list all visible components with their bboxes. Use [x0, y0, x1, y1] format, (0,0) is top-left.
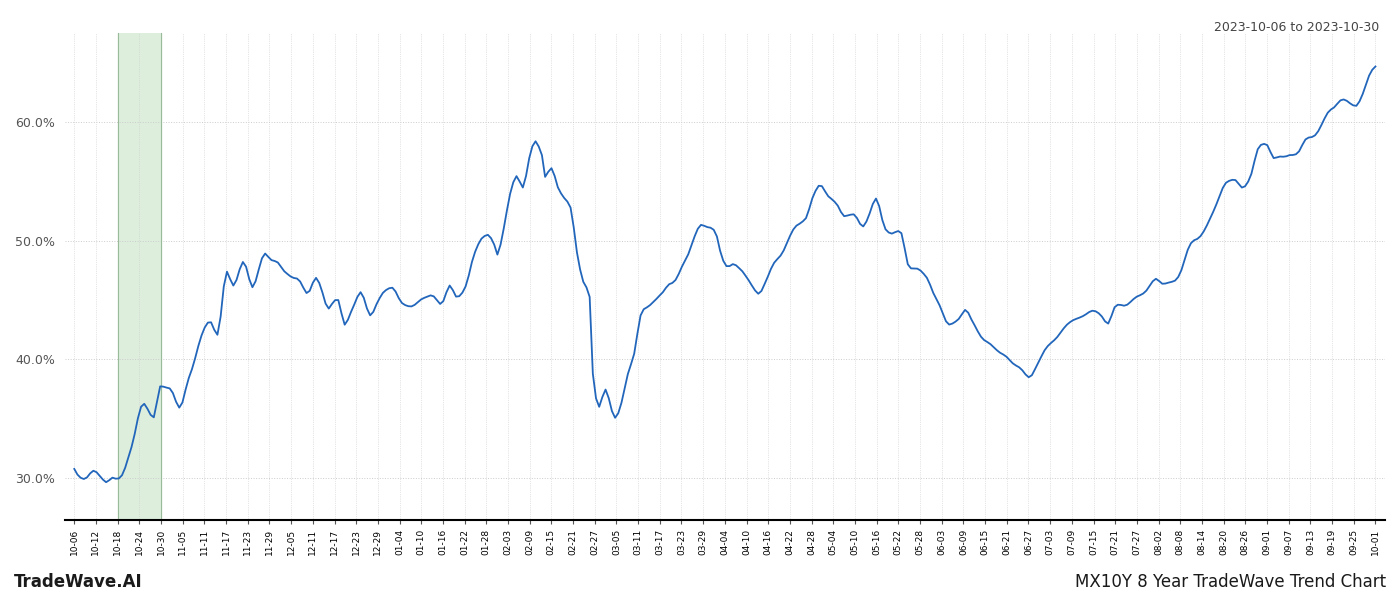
Text: 2023-10-06 to 2023-10-30: 2023-10-06 to 2023-10-30 [1214, 21, 1379, 34]
Bar [118, 33, 161, 520]
Text: TradeWave.AI: TradeWave.AI [14, 573, 143, 591]
Text: MX10Y 8 Year TradeWave Trend Chart: MX10Y 8 Year TradeWave Trend Chart [1075, 573, 1386, 591]
